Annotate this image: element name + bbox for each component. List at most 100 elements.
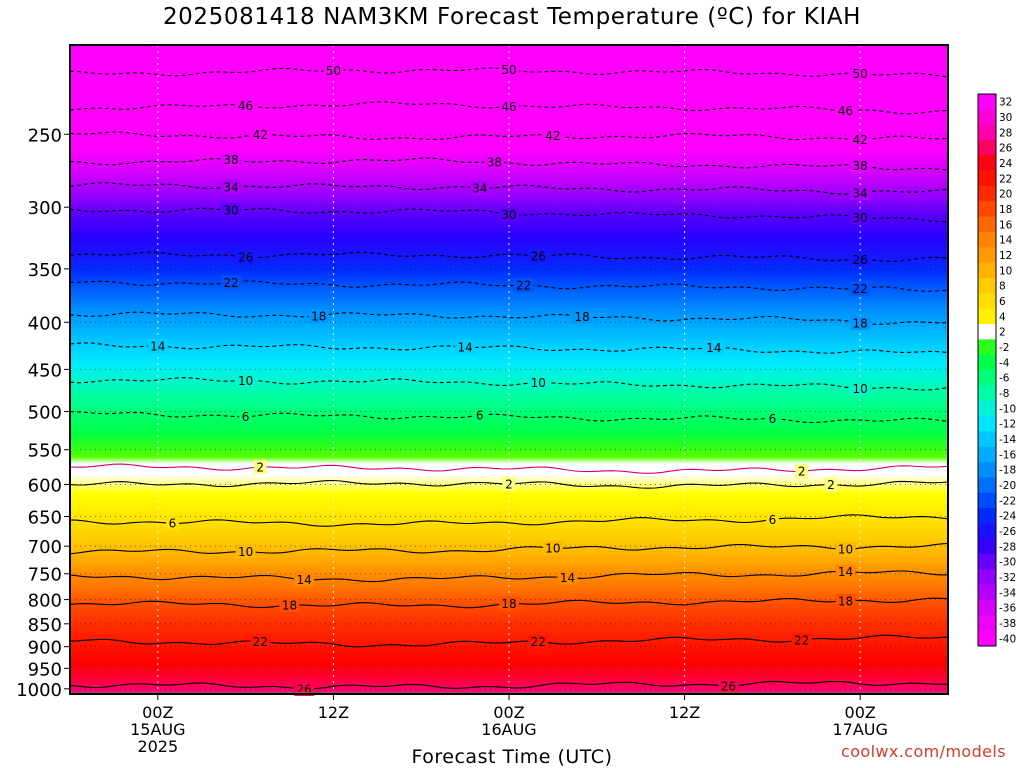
isotherm-label-bg [499,62,519,77]
colorbar-label: -36 [999,603,1016,615]
isotherm-label: 18 [501,597,516,611]
isotherm-label: 6 [242,410,250,424]
isotherm-label-bg [824,477,838,492]
colorbar-label: -6 [999,373,1010,385]
colorbar-label: 22 [999,173,1012,185]
isotherm-label-bg [528,634,549,649]
colorbar-label: 14 [999,235,1013,247]
colorbar-label: 8 [999,281,1006,293]
x-tick-label: 2025 [137,737,178,756]
isotherm-label: 14 [706,341,721,355]
colorbar-frame [977,93,997,647]
colorbar-swatch [978,615,996,631]
isotherm-label-bg [557,570,578,585]
isotherm-label-bg [235,250,256,265]
isotherm-label: 18 [311,309,326,323]
isotherm-label: 14 [150,340,165,354]
x-tick-label: 17AUG [832,720,887,739]
isotherm-label-bg [455,339,476,354]
isotherm-label: 2 [827,478,835,492]
chart-title: 2025081418 NAM3KM Forecast Temperature (… [162,4,862,30]
colorbar-label: -12 [999,419,1016,431]
colorbar-swatch [978,124,996,141]
isotherm-label: 34 [853,186,868,200]
colorbar-swatch [978,584,996,601]
isotherm-label-bg [528,248,549,263]
isotherm-label-bg [835,103,856,118]
colorbar-label: -10 [999,403,1016,415]
colorbar-swatch [978,262,996,279]
isotherm-label: 18 [282,599,297,613]
isotherm-label: 34 [223,180,238,194]
y-tick-label: 750 [28,565,62,586]
isotherm-label-bg [765,512,779,527]
colorbar-label: 28 [999,127,1012,139]
colorbar-swatch [978,324,996,340]
colorbar-swatch [978,308,996,325]
colorbar-swatch [978,94,996,110]
colorbar-label: -2 [999,342,1009,354]
warm-isotherm [69,514,949,527]
isotherm-label-bg [502,476,516,491]
warm-isotherm [69,680,949,690]
colorbar-label: 26 [999,143,1013,155]
ground-fill [70,691,948,694]
credit-text[interactable]: coolwx.com/models [841,742,1006,761]
colorbar-swatch [978,216,996,233]
isotherm-label: 14 [457,340,472,354]
colorbar-label: 4 [999,311,1006,323]
isotherm-label: 42 [253,128,268,142]
colorbar-swatch [978,370,996,386]
isotherm-label: 30 [223,204,238,218]
y-tick-label: 250 [28,125,62,146]
colorbar-label: -32 [999,572,1016,584]
isotherm-label: 38 [853,159,868,173]
isotherm-label-bg [850,66,871,81]
colorbar-swatch [978,170,996,187]
isotherm-label: 6 [476,409,484,423]
isotherm-label-bg [850,158,871,173]
x-tick-label: 00Z [493,703,524,722]
colorbar-swatch [978,600,996,616]
x-tick-label: 15AUG [130,720,185,739]
colorbar-swatch [978,538,996,555]
y-tick-label: 600 [28,475,62,496]
y-tick-label: 950 [28,659,62,680]
colorbar-label: 16 [999,219,1013,231]
x-tick-label: 00Z [845,703,876,722]
colorbar-swatch [978,554,996,570]
y-tick-label: 300 [28,198,62,219]
isotherm-label: 38 [487,155,502,169]
isotherm-label-bg [795,464,809,479]
isotherm-label-bg [484,154,505,169]
isotherm-label-bg [850,252,871,267]
isotherm-label-bg [308,308,329,323]
isotherm-label-bg [850,210,871,225]
isotherm-label: 46 [501,100,516,114]
colorbar-label: 12 [999,250,1012,262]
colorbar-swatch [978,155,996,171]
isotherm-label-bg [850,132,871,147]
isotherm-label: 22 [794,633,809,647]
isotherm-label: 26 [531,249,546,263]
isotherm-label-bg [220,152,241,167]
isotherm-label-bg [250,634,271,649]
y-tick-label: 800 [28,591,62,612]
isotherm-label-bg [765,411,779,426]
colorbar-swatch [978,462,996,478]
colorbar-swatch [978,232,996,248]
y-tick-label: 650 [28,508,62,529]
colorbar-swatch [978,508,996,524]
isotherm-label-bg [703,340,724,355]
colorbar-swatch [978,385,996,401]
y-tick-label: 900 [28,638,62,659]
colorbar-label: -28 [999,541,1016,553]
isotherm-label-bg [220,179,241,194]
isotherm-label-bg [235,373,256,388]
isotherm-label: 42 [545,129,560,143]
colorbar-swatch [978,400,996,417]
isotherm-label: 34 [472,181,487,195]
y-tick-label: 1000 [16,680,62,701]
colorbar-label: -16 [999,449,1016,461]
